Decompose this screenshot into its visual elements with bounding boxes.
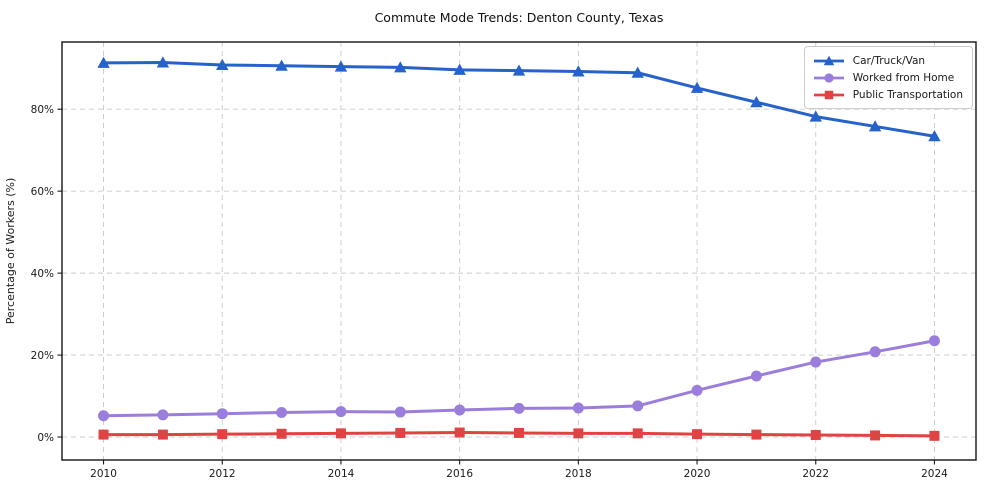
chart-title: Commute Mode Trends: Denton County, Texa… xyxy=(374,10,664,25)
data-point xyxy=(334,60,348,72)
data-point xyxy=(156,56,170,68)
x-tick-label: 2018 xyxy=(565,468,592,480)
data-point xyxy=(928,130,941,142)
legend: Car/Truck/Van Worked from Home Public Tran… xyxy=(803,46,973,109)
data-point xyxy=(394,406,406,418)
data-point xyxy=(692,429,703,440)
data-point xyxy=(453,63,466,75)
legend-swatch-square-icon xyxy=(813,90,844,99)
data-point xyxy=(751,429,762,440)
data-point xyxy=(98,429,109,440)
data-point xyxy=(573,428,584,439)
data-point xyxy=(929,430,940,441)
data-point xyxy=(216,58,229,70)
data-point xyxy=(572,65,585,77)
y-tick-label: 0% xyxy=(37,432,54,444)
data-point xyxy=(395,427,406,438)
data-point xyxy=(454,404,466,416)
data-point xyxy=(809,110,822,122)
x-tick-label: 2020 xyxy=(684,468,711,480)
data-point xyxy=(691,384,703,396)
data-point xyxy=(928,335,940,347)
y-tick-label: 80% xyxy=(31,104,54,116)
data-point xyxy=(868,120,882,132)
legend-label: Worked from Home xyxy=(852,71,955,84)
data-point xyxy=(750,96,763,108)
plot-border xyxy=(61,41,977,461)
x-tick-label: 2022 xyxy=(802,468,829,480)
x-tick-label: 2016 xyxy=(446,468,473,480)
data-point xyxy=(276,428,287,439)
x-tick-label: 2014 xyxy=(328,468,355,480)
data-point xyxy=(514,427,524,438)
data-point xyxy=(572,402,584,414)
data-point xyxy=(157,429,168,440)
data-point xyxy=(632,400,644,412)
y-axis-label: Percentage of Workers (%) xyxy=(4,178,17,325)
data-point xyxy=(810,430,821,441)
data-point xyxy=(869,346,881,358)
legend-item: Worked from Home xyxy=(812,69,963,86)
legend-swatch-triangle-icon xyxy=(813,55,844,65)
data-point xyxy=(513,402,525,414)
x-tick-label: 2012 xyxy=(209,468,236,480)
legend-item: Public Transportation xyxy=(812,86,963,103)
x-tick-label: 2010 xyxy=(90,468,117,480)
x-tick-label: 2024 xyxy=(921,468,948,480)
data-point xyxy=(454,427,465,438)
data-point xyxy=(97,56,110,68)
data-point xyxy=(632,428,643,439)
legend-label: Public Transportation xyxy=(852,88,963,101)
data-point xyxy=(98,410,110,422)
legend-marker xyxy=(824,72,834,83)
data-point xyxy=(335,406,347,418)
data-point xyxy=(810,356,822,368)
legend-item: Car/Truck/Van xyxy=(812,52,963,69)
legend-marker xyxy=(823,55,835,65)
data-point xyxy=(750,370,762,382)
legend-label: Car/Truck/Van xyxy=(852,54,926,67)
data-point xyxy=(335,428,346,439)
data-point xyxy=(157,409,169,421)
y-tick-label: 40% xyxy=(31,268,54,280)
data-point xyxy=(512,64,526,76)
data-point xyxy=(276,406,288,418)
legend-swatch-circle-icon xyxy=(813,72,844,83)
y-tick-label: 20% xyxy=(31,350,54,362)
data-point xyxy=(690,81,704,93)
data-point xyxy=(870,430,881,441)
data-point xyxy=(216,408,228,420)
y-tick-label: 60% xyxy=(31,186,54,198)
legend-marker xyxy=(824,90,834,99)
data-point xyxy=(631,66,644,78)
data-point xyxy=(275,59,288,71)
data-point xyxy=(217,429,228,440)
data-point xyxy=(394,61,407,73)
